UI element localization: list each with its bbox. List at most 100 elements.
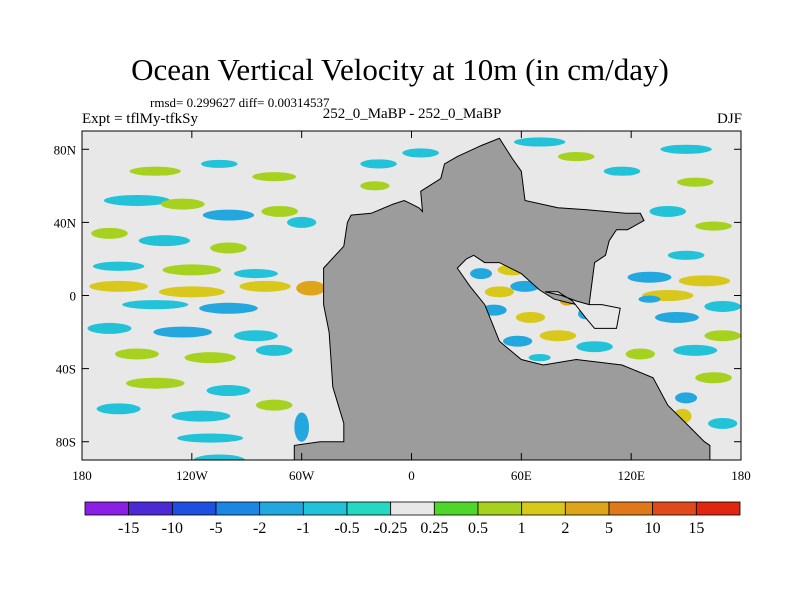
anomaly-patch [103,194,170,206]
inner-sea [544,291,621,329]
anomaly-patch [125,377,185,389]
anomaly-patch [576,341,613,353]
colorbar-label: -2 [253,520,266,537]
anomaly-patch [296,280,326,296]
colorbar-swatch [128,501,173,516]
anomaly-patch [676,177,714,187]
colorbar-label: 2 [561,520,569,537]
y-tick-label: 40S [56,362,76,377]
anomaly-patch [87,322,132,334]
anomaly-patch [514,137,566,147]
anomaly-patch [171,410,231,422]
anomaly-patch [638,295,661,303]
colorbar-label: 0.25 [420,520,448,537]
colorbar-label: -1 [297,520,310,537]
anomaly-patch [704,330,741,342]
anomaly-patch [92,261,145,271]
colorbar-swatch [433,501,479,516]
anomaly-patch [261,205,299,217]
anomaly-patch [177,433,244,443]
anomaly-patch [360,181,390,191]
anomaly-patch [654,311,699,323]
colorbar-label: 5 [605,520,613,537]
x-tick-label: 120E [617,468,645,483]
continent-land [293,137,711,460]
anomaly-patch [202,209,255,221]
colorbar-swatch [695,501,741,516]
anomaly-patch [557,152,595,162]
y-tick-label: 80N [54,142,77,157]
chart-title: Ocean Vertical Velocity at 10m (in cm/da… [131,52,669,87]
anomaly-patch [89,280,148,292]
colorbar-label: 1 [518,520,526,537]
x-tick-label: 180 [72,468,92,483]
colorbar-label: -5 [209,520,222,537]
colorbar-label: -0.25 [374,520,407,537]
colorbar-swatch [564,501,610,516]
x-tick-label: 180 [731,468,751,483]
anomaly-patch [627,271,672,283]
anomaly-patch [673,344,718,356]
anomaly-patch [528,353,551,362]
colorbar-label: 15 [688,520,704,537]
anomaly-patch [667,250,705,260]
x-tick-label: 60W [289,468,315,483]
anomaly-patch [153,326,212,338]
anomaly-patch [91,227,128,239]
anomaly-patch [199,302,258,314]
case-label: 252_0_MaBP - 252_0_MaBP [322,106,502,122]
anomaly-patch [660,144,712,154]
colorbar-swatch [390,501,435,516]
anomaly-patch [158,286,225,298]
x-tick-label: 120W [176,468,209,483]
anomaly-patch [287,216,317,228]
anomaly-patch [603,166,641,176]
anomaly-patch [539,330,577,342]
colorbar-swatch [608,501,654,516]
anomaly-patch [206,385,251,397]
colorbar-label: -15 [118,520,139,537]
anomaly-patch [96,403,141,415]
anomaly-patch [233,330,278,342]
anomaly-patch [294,412,309,442]
colorbar-swatch [302,501,348,516]
colorbar-swatch [346,501,392,516]
anomaly-patch [625,348,655,360]
anomaly-patch [233,268,278,279]
anomaly-patch [239,280,291,292]
x-tick-label: 0 [408,468,415,483]
colorbar-label: 10 [645,520,661,537]
anomaly-patch [255,344,293,356]
y-tick-label: 0 [70,289,77,304]
anomaly-patch [193,454,245,460]
anomaly-patch [695,372,732,384]
anomaly-patch [200,159,238,168]
anomaly-patch [484,286,515,298]
anomaly-patch [360,159,397,169]
anomaly-patch [160,198,205,210]
anomaly-patch [129,166,181,176]
colorbar-swatch [215,501,261,516]
anomaly-patch [675,392,698,404]
y-tick-label: 40N [54,215,77,230]
colorbar-swatch [84,501,130,516]
colorbar-label: -10 [162,520,183,537]
anomaly-patch [704,300,741,312]
anomaly-patch [114,348,159,360]
anomaly-patch [402,148,439,158]
experiment-label: Expt = tflMy-tfkSy [82,111,198,127]
anomaly-patch [184,352,236,364]
anomaly-patch [138,235,191,247]
anomaly-patch [162,264,222,276]
stats-label: rmsd= 0.299627 diff= 0.00314537 [150,95,330,110]
anomaly-patch [255,399,293,411]
y-tick-label: 80S [56,435,76,450]
anomaly-patch [470,268,493,280]
colorbar-swatch [652,501,697,516]
x-tick-label: 60E [511,468,532,483]
anomaly-patch [503,335,533,347]
season-label: DJF [716,111,742,127]
anomaly-patch [678,275,731,287]
anomaly-patch [649,205,687,217]
